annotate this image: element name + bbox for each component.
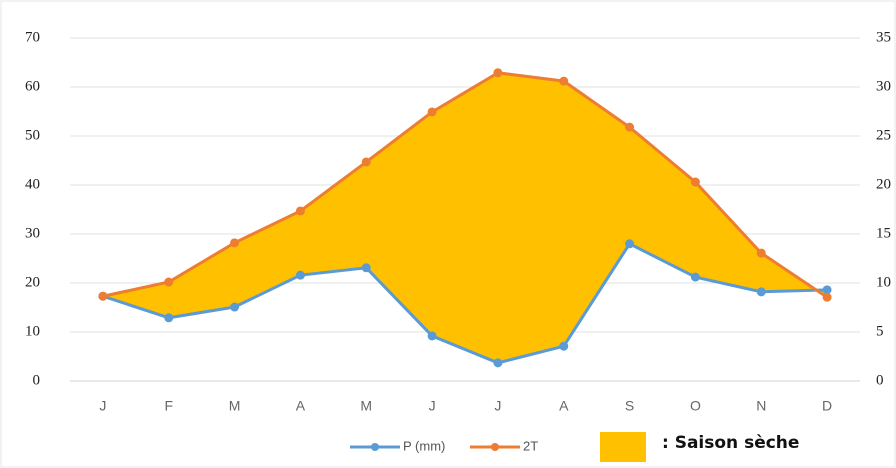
data-point xyxy=(559,76,569,86)
legend-marker xyxy=(371,443,379,451)
series-line xyxy=(102,241,828,365)
y2-tick-label: 5 xyxy=(876,323,884,339)
data-point xyxy=(559,341,569,351)
x-tick-label: J xyxy=(494,398,501,414)
legend-swatch xyxy=(600,432,646,462)
x-tick-label: F xyxy=(164,398,173,414)
y-tick-label: 50 xyxy=(25,127,40,143)
data-point xyxy=(295,270,305,280)
data-point xyxy=(295,206,305,216)
legend-marker xyxy=(491,443,499,451)
y-tick-label: 40 xyxy=(25,176,40,192)
data-point xyxy=(493,358,503,368)
data-point xyxy=(822,285,832,295)
x-tick-label: N xyxy=(756,398,766,414)
data-point xyxy=(427,107,437,117)
data-point xyxy=(625,122,635,132)
y-tick-label: 30 xyxy=(25,225,40,241)
data-point xyxy=(690,272,700,282)
y-tick-label: 20 xyxy=(25,274,40,290)
x-tick-label: O xyxy=(690,398,701,414)
y2-tick-label: 35 xyxy=(876,29,891,45)
y-tick-label: 0 xyxy=(33,372,41,388)
dry-season-area xyxy=(102,72,828,363)
legend-label: P (mm) xyxy=(403,438,445,453)
data-point xyxy=(625,239,635,249)
x-tick-label: J xyxy=(99,398,106,414)
data-point xyxy=(98,291,108,301)
data-point xyxy=(164,277,174,287)
y2-tick-label: 15 xyxy=(876,225,891,241)
data-point xyxy=(822,292,832,302)
data-point xyxy=(361,263,371,273)
data-point xyxy=(756,248,766,258)
series-line xyxy=(102,71,828,299)
y2-tick-label: 20 xyxy=(876,176,891,192)
data-point xyxy=(427,331,437,341)
x-tick-label: A xyxy=(296,398,306,414)
y2-tick-label: 25 xyxy=(876,127,891,143)
x-tick-label: D xyxy=(822,398,832,414)
y-tick-label: 60 xyxy=(25,78,40,94)
data-point xyxy=(361,157,371,167)
data-point xyxy=(164,313,174,323)
y2-tick-label: 0 xyxy=(876,372,884,388)
data-point xyxy=(230,302,240,312)
x-tick-label: J xyxy=(429,398,436,414)
legend-label: 2T xyxy=(523,438,538,453)
x-tick-label: M xyxy=(360,398,372,414)
x-tick-label: M xyxy=(229,398,241,414)
y2-tick-label: 30 xyxy=(876,78,891,94)
data-point xyxy=(230,238,240,248)
y2-tick-label: 10 xyxy=(876,274,891,290)
y-tick-label: 10 xyxy=(25,323,40,339)
x-tick-label: A xyxy=(559,398,569,414)
legend-label: : Saison sèche xyxy=(662,433,799,453)
data-point xyxy=(690,177,700,187)
data-point xyxy=(493,68,503,78)
y-tick-label: 70 xyxy=(25,29,40,45)
x-tick-label: S xyxy=(625,398,634,414)
data-point xyxy=(756,287,766,297)
